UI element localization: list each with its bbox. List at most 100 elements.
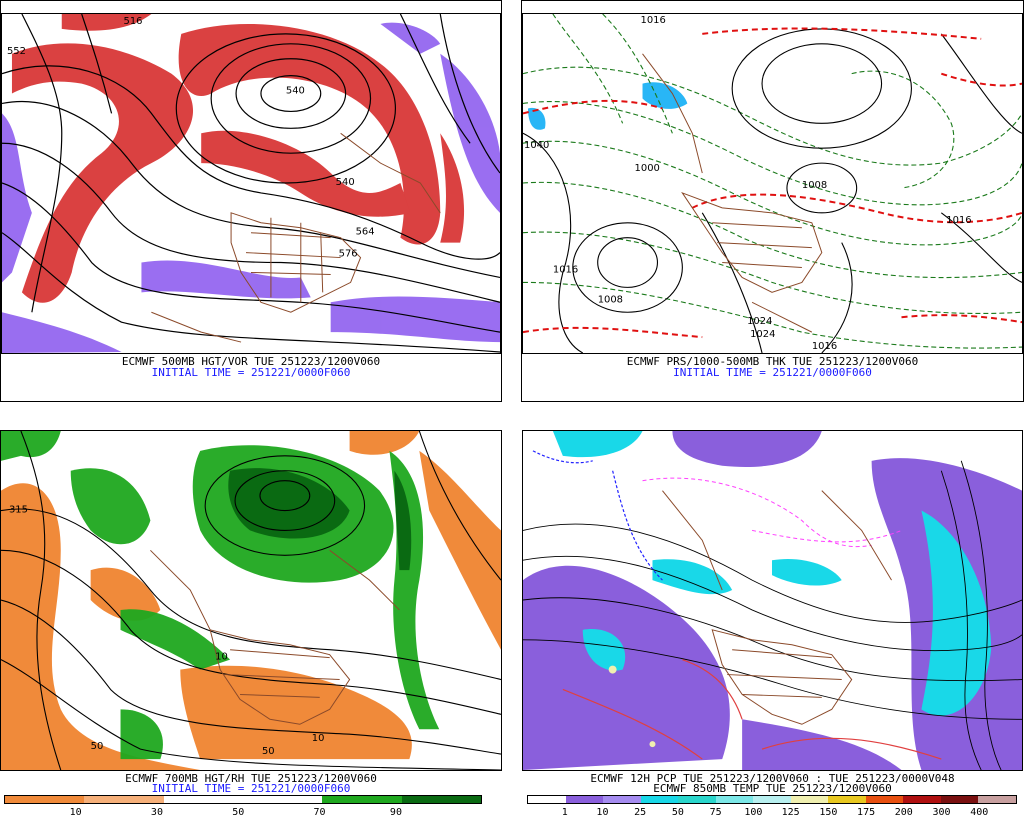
scale-swatch bbox=[5, 796, 85, 803]
map-prs-thk: 1016 1040 1000 1008 1016 1024 1024 1016 … bbox=[522, 13, 1023, 354]
contour-label: 1016 bbox=[946, 215, 971, 226]
scale-swatch bbox=[84, 796, 164, 803]
scale-swatch bbox=[401, 796, 481, 803]
precip-cyan bbox=[527, 82, 688, 130]
panel-caption: ECMWF 700MB HGT/RH TUE 251223/1200V060 bbox=[125, 772, 377, 785]
scale-tick: 150 bbox=[819, 807, 838, 818]
contour-label: 315 bbox=[9, 505, 28, 516]
scale-tick: 50 bbox=[671, 807, 684, 818]
contour-label: 552 bbox=[7, 46, 26, 57]
scale-tick: 200 bbox=[894, 807, 913, 818]
contour-label: 1008 bbox=[802, 180, 827, 191]
panel-caption-secondary: ECMWF 850MB TEMP TUE 251223/1200V060 bbox=[653, 782, 892, 795]
contour-labels-tr: 1016 1040 1000 1008 1016 1024 1024 1016 … bbox=[524, 15, 972, 352]
panel-caption: ECMWF 500MB HGT/VOR TUE 251223/1200V060 bbox=[121, 355, 381, 368]
map-700mb: 315 50 10 50 10 bbox=[0, 430, 502, 771]
cold-lines bbox=[523, 27, 1022, 339]
scale-tick: 50 bbox=[232, 807, 245, 818]
scale-swatch bbox=[528, 796, 566, 803]
rh-color-scale bbox=[4, 795, 482, 804]
contour-label: 540 bbox=[286, 86, 305, 97]
precip-scale-ticks: 1 10 25 50 75 100 125 150 175 200 300 40… bbox=[527, 807, 1017, 819]
scale-tick: 400 bbox=[970, 807, 989, 818]
scale-tick: 10 bbox=[69, 807, 82, 818]
contour-label: 1016 bbox=[812, 341, 837, 352]
geography-lines bbox=[150, 549, 400, 725]
precip-color-scale bbox=[527, 795, 1017, 804]
panel-caption: ECMWF 12H PCP TUE 251223/1200V060 : TUE … bbox=[590, 772, 955, 785]
scale-tick: 125 bbox=[781, 807, 800, 818]
dry-shading bbox=[1, 431, 501, 770]
scale-swatch bbox=[565, 796, 604, 803]
scale-tick: 1 bbox=[561, 807, 568, 818]
scale-swatch bbox=[603, 796, 641, 803]
scale-swatch bbox=[903, 796, 941, 803]
geography-lines bbox=[662, 490, 892, 725]
scale-swatch bbox=[978, 796, 1016, 803]
contour-label: 1016 bbox=[641, 15, 666, 26]
contour-label: 516 bbox=[124, 16, 143, 27]
map-500mb-svg: 516 552 540 564 576 540 bbox=[2, 14, 500, 353]
geography-lines bbox=[642, 53, 823, 333]
scale-swatch bbox=[640, 796, 679, 803]
scale-tick: 25 bbox=[634, 807, 647, 818]
scale-swatch bbox=[715, 796, 754, 803]
contour-label: 576 bbox=[339, 249, 358, 260]
scale-tick: 10 bbox=[596, 807, 609, 818]
very-moist-shading bbox=[228, 468, 412, 571]
warm-temperature-lines bbox=[562, 659, 942, 760]
scale-swatch bbox=[940, 796, 979, 803]
initial-time: INITIAL TIME = 251221/0000F060 bbox=[151, 366, 351, 379]
scale-swatch bbox=[242, 796, 323, 803]
contour-labels-bl: 315 50 10 50 10 bbox=[9, 505, 324, 758]
scale-tick: 300 bbox=[932, 807, 951, 818]
heavy-precip-shading bbox=[608, 665, 656, 748]
contour-label: 564 bbox=[356, 227, 375, 238]
panel-500mb-hgt-vor: 516 552 540 564 576 540 ECMWF 500MB HGT/… bbox=[0, 0, 502, 402]
scale-tick: 90 bbox=[389, 807, 402, 818]
height-contours bbox=[1, 431, 501, 770]
scale-swatch bbox=[163, 796, 243, 803]
map-pcp-850-svg bbox=[523, 431, 1022, 770]
contour-label: 1008 bbox=[598, 294, 623, 305]
contour-label: 1016 bbox=[553, 264, 578, 275]
contour-label: 1024 bbox=[747, 316, 772, 327]
contour-label: 50 bbox=[262, 746, 275, 757]
map-700mb-svg: 315 50 10 50 10 bbox=[1, 431, 501, 770]
thickness-contours bbox=[523, 14, 1022, 349]
panel-700mb-hgt-rh: 315 50 10 50 10 ECMWF 700MB HGT/RH TUE 2… bbox=[0, 417, 502, 819]
scale-swatch bbox=[828, 796, 866, 803]
contour-label: 1000 bbox=[635, 163, 660, 174]
scale-tick: 175 bbox=[857, 807, 876, 818]
contour-label: 540 bbox=[336, 177, 355, 188]
scale-tick: 100 bbox=[744, 807, 763, 818]
panel-pcp-850mb-temp: ECMWF 12H PCP TUE 251223/1200V060 : TUE … bbox=[521, 417, 1024, 819]
map-pcp-850 bbox=[522, 430, 1023, 771]
neg-vorticity-shading bbox=[2, 22, 500, 353]
contour-label: 10 bbox=[312, 733, 325, 744]
panel-caption: ECMWF PRS/1000-500MB THK TUE 251223/1200… bbox=[626, 355, 919, 368]
scale-swatch bbox=[753, 796, 791, 803]
geography-lines bbox=[151, 132, 441, 343]
initial-time: INITIAL TIME = 251221/0000F060 bbox=[673, 366, 872, 379]
rh-scale-ticks: 10 30 50 70 90 bbox=[4, 807, 482, 819]
contour-label: 1040 bbox=[524, 140, 549, 151]
temperature-contours bbox=[523, 460, 1022, 770]
moderate-precip-shading bbox=[552, 431, 992, 716]
contour-label: 50 bbox=[91, 741, 104, 752]
pressure-contours bbox=[523, 28, 1022, 353]
scale-swatch bbox=[865, 796, 904, 803]
scale-tick: 70 bbox=[313, 807, 326, 818]
panel-prs-thickness: 1016 1040 1000 1008 1016 1024 1024 1016 … bbox=[521, 0, 1024, 402]
map-500mb: 516 552 540 564 576 540 bbox=[1, 13, 501, 354]
scale-tick: 30 bbox=[150, 807, 163, 818]
map-prs-thk-svg: 1016 1040 1000 1008 1016 1024 1024 1016 … bbox=[523, 14, 1022, 353]
contour-label: 1024 bbox=[750, 329, 775, 340]
initial-time: INITIAL TIME = 251221/0000F060 bbox=[151, 782, 351, 795]
contour-label: 10 bbox=[215, 652, 228, 663]
scale-swatch bbox=[678, 796, 716, 803]
scale-tick: 75 bbox=[709, 807, 722, 818]
height-contours bbox=[2, 14, 500, 353]
scale-swatch bbox=[790, 796, 829, 803]
cold-temperature-lines bbox=[532, 450, 663, 581]
